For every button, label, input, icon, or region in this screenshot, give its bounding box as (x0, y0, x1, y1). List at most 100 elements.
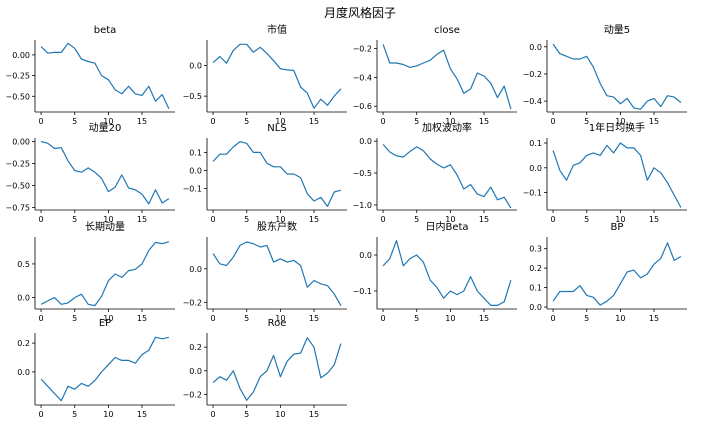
x-tick-label: 15 (479, 314, 489, 323)
x-tick-label: 0 (39, 215, 44, 224)
y-tick-label: 0.0 (189, 367, 202, 376)
y-tick-label: −0.50 (5, 181, 30, 190)
x-tick-label: 15 (137, 410, 147, 419)
x-tick-label: 5 (72, 314, 77, 323)
x-tick-label: 10 (275, 410, 285, 419)
figure-title: 月度风格因子 (323, 6, 396, 20)
y-tick-label: −0.2 (523, 70, 542, 79)
y-tick-label: −0.50 (5, 92, 30, 101)
y-tick-label: −0.25 (5, 72, 30, 81)
x-tick-label: 5 (244, 117, 249, 126)
y-tick-label: 0.0 (17, 368, 30, 377)
y-tick-label: −1.0 (353, 201, 372, 210)
subplot-title: 市值 (267, 23, 287, 36)
x-tick-label: 15 (309, 410, 319, 419)
x-tick-label: 0 (381, 117, 386, 126)
subplot-8: 1年日均换手 0 5 10 15 0.1 0.0 −0.1 (523, 121, 687, 224)
x-tick-label: 15 (309, 314, 319, 323)
y-tick-label: 0.2 (17, 339, 30, 348)
x-tick-label: 5 (584, 117, 589, 126)
x-tick-label: 0 (211, 410, 216, 419)
subplot-11: 日内Beta 0 5 10 15 0.0 −0.1 (353, 220, 517, 323)
y-tick-label: 0.2 (529, 264, 542, 273)
subplot-title: 动量20 (89, 122, 122, 134)
subplot-title: 长期动量 (85, 221, 125, 233)
y-tick-label: 0.00 (12, 51, 30, 60)
x-tick-label: 0 (211, 314, 216, 323)
y-tick-label: 0.0 (529, 303, 542, 312)
y-tick-label: −0.2 (353, 45, 372, 54)
series-line (40, 241, 170, 307)
y-tick-label: −0.5 (183, 92, 202, 101)
x-tick-label: 10 (445, 314, 455, 323)
y-tick-label: −0.1 (353, 287, 372, 296)
series-line (382, 44, 512, 110)
x-tick-label: 15 (309, 215, 319, 224)
y-tick-label: −0.5 (353, 169, 372, 178)
series-line (40, 336, 170, 402)
series-line (552, 242, 682, 306)
subplot-title: 1年日均换手 (589, 121, 645, 134)
x-tick-label: 5 (414, 117, 419, 126)
y-tick-label: 0.3 (529, 245, 542, 254)
series-line (212, 141, 342, 207)
y-tick-label: 0.5 (17, 260, 30, 269)
subplot-title: 股东户数 (257, 220, 297, 233)
y-tick-label: 0.0 (529, 164, 542, 173)
y-tick-label: 0.0 (17, 294, 30, 303)
x-tick-label: 15 (479, 117, 489, 126)
subplot-title: NLS (267, 123, 286, 134)
x-tick-label: 10 (103, 215, 113, 224)
x-tick-label: 10 (275, 314, 285, 323)
x-tick-label: 5 (244, 215, 249, 224)
x-tick-label: 10 (103, 117, 113, 126)
subplot-2: 市值 0 5 10 15 0.0 −0.5 (183, 23, 347, 126)
x-tick-label: 0 (551, 314, 556, 323)
x-tick-label: 5 (414, 215, 419, 224)
subplot-4: 动量5 0 5 10 15 0.0 −0.2 −0.4 (523, 24, 687, 126)
x-tick-label: 0 (211, 215, 216, 224)
x-tick-label: 15 (137, 314, 147, 323)
x-tick-label: 5 (414, 314, 419, 323)
x-tick-label: 10 (445, 117, 455, 126)
series-line (212, 43, 342, 109)
x-tick-label: 10 (615, 314, 625, 323)
x-tick-label: 0 (551, 117, 556, 126)
y-tick-label: 0.00 (12, 138, 30, 147)
subplot-10: 股东户数 0 5 10 15 0.0 −0.2 (183, 220, 347, 323)
x-tick-label: 15 (649, 215, 659, 224)
x-tick-label: 5 (584, 314, 589, 323)
x-tick-label: 5 (584, 215, 589, 224)
x-tick-label: 0 (381, 215, 386, 224)
y-tick-label: 0.2 (189, 343, 202, 352)
series-line (212, 337, 342, 401)
y-tick-label: −0.2 (183, 390, 202, 399)
subplot-7: 加权波动率 0 5 10 15 0.0 −0.5 −1.0 (353, 121, 517, 224)
x-tick-label: 10 (445, 215, 455, 224)
subplot-3: close 0 5 10 15 −0.2 −0.4 −0.6 (353, 25, 517, 126)
x-tick-label: 0 (381, 314, 386, 323)
subplot-title: beta (94, 25, 117, 36)
x-tick-label: 5 (72, 215, 77, 224)
x-tick-label: 10 (615, 215, 625, 224)
subplot-title: BP (611, 222, 624, 233)
series-line (382, 144, 512, 209)
x-tick-label: 10 (615, 117, 625, 126)
subplot-14: Roe 0 5 10 15 0.2 0.0 −0.2 (183, 318, 347, 419)
x-tick-label: 15 (137, 215, 147, 224)
x-tick-label: 5 (72, 410, 77, 419)
x-tick-label: 15 (479, 215, 489, 224)
subplot-title: 动量5 (604, 24, 630, 36)
x-tick-label: 10 (275, 117, 285, 126)
series-line (552, 43, 682, 110)
y-tick-label: −0.6 (353, 102, 372, 111)
subplot-1: beta 0 5 10 15 0.00 −0.25 −0.50 (5, 25, 175, 126)
x-tick-label: 10 (103, 410, 113, 419)
y-tick-label: 0.1 (529, 139, 542, 148)
subplot-title: EP (99, 318, 111, 329)
x-tick-label: 15 (137, 117, 147, 126)
y-tick-label: −0.75 (5, 203, 30, 212)
y-tick-label: −0.1 (523, 189, 542, 198)
series-line (40, 140, 170, 205)
